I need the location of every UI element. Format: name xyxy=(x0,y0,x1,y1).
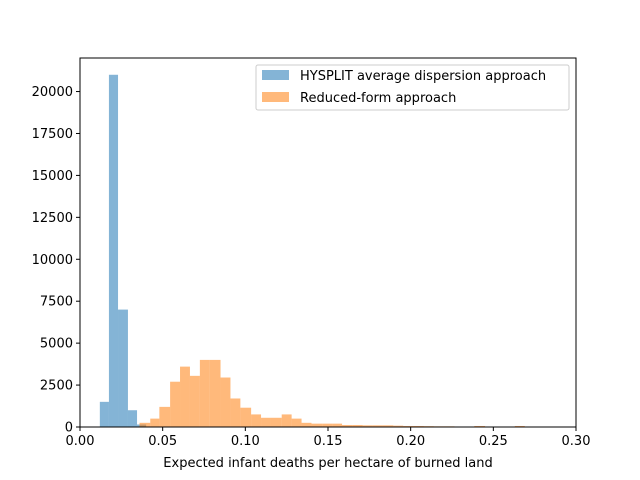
histogram-bar-series-1-bin-13 xyxy=(270,417,282,427)
histogram-bar-series-1-bin-4 xyxy=(180,366,190,427)
histogram-bar-series-1-bin-24 xyxy=(382,425,394,427)
x-tick-label: 0.15 xyxy=(314,434,343,449)
x-tick-label: 0.20 xyxy=(396,434,425,449)
legend: HYSPLIT average dispersion approach Redu… xyxy=(255,64,570,111)
histogram-bar-series-1-bin-6 xyxy=(199,359,210,427)
x-tick-label: 0.00 xyxy=(66,434,95,449)
histogram-bar-series-1-bin-26 xyxy=(403,425,414,427)
histogram-bar-series-1-bin-5 xyxy=(189,375,200,427)
histogram-bar-series-1-bin-15 xyxy=(291,418,302,427)
histogram-bar-series-1-bin-19 xyxy=(332,423,343,427)
histogram-bar-series-1-bin-11 xyxy=(251,414,262,427)
histogram-bar-series-1-bin-12 xyxy=(261,417,271,427)
y-tick-label: 20000 xyxy=(32,85,73,100)
y-tick-label: 17500 xyxy=(32,127,73,142)
histogram-bar-series-1-bin-17 xyxy=(311,423,323,427)
histogram-bar-series-1-bin-18 xyxy=(322,423,333,427)
histogram-bar-series-1-bin-8 xyxy=(220,377,231,427)
histogram-bar-series-1-bin-27 xyxy=(413,425,424,427)
histogram-bar-series-0-bin-0 xyxy=(99,401,109,427)
histogram-bar-series-1-bin-2 xyxy=(159,406,171,427)
histogram-bar-series-1-bin-10 xyxy=(240,407,252,427)
histogram-bar-series-0-bin-2 xyxy=(118,309,128,427)
y-tick-label: 12500 xyxy=(32,211,73,226)
histogram-bar-series-1-bin-21 xyxy=(352,424,363,427)
histogram-bar-series-1-bin-20 xyxy=(342,424,353,427)
histogram-bar-series-1-bin-25 xyxy=(393,425,404,427)
histogram-bar-series-1-bin-0 xyxy=(139,422,151,427)
x-axis-ticks: 0.00 0.05 0.10 0.15 0.20 0.25 0.30 xyxy=(66,427,591,449)
histogram-bar-series-1-bin-33 xyxy=(474,425,486,427)
legend-label-hysplit: HYSPLIT average dispersion approach xyxy=(300,69,546,84)
histogram-bar-series-0-bin-3 xyxy=(127,410,138,427)
histogram-bar-series-1-bin-22 xyxy=(362,425,373,427)
histogram-bar-series-1-bin-7 xyxy=(209,359,221,427)
histogram-bar-series-1-bin-37 xyxy=(514,425,525,427)
histogram-bar-series-1-bin-3 xyxy=(170,381,181,427)
y-tick-label: 10000 xyxy=(32,253,73,268)
histogram-bar-series-1-bin-1 xyxy=(150,418,160,427)
legend-frame xyxy=(255,64,570,111)
y-axis-ticks: 0 2500 5000 7500 10000 12500 15000 17500 20000 xyxy=(32,85,80,436)
x-tick-label: 0.25 xyxy=(479,434,508,449)
x-axis-label: Expected infant deaths per hectare of bu… xyxy=(163,456,492,471)
histogram-bar-series-1-bin-16 xyxy=(301,422,312,427)
y-tick-label: 2500 xyxy=(40,379,73,394)
x-tick-label: 0.10 xyxy=(231,434,260,449)
bars-layer xyxy=(99,74,525,427)
y-tick-label: 5000 xyxy=(40,337,73,352)
legend-swatch-reduced-form xyxy=(262,92,289,102)
x-tick-label: 0.30 xyxy=(562,434,591,449)
histogram-bar-series-0-bin-1 xyxy=(108,74,119,427)
histogram-bar-series-1-bin-14 xyxy=(281,414,292,427)
y-tick-label: 0 xyxy=(65,421,73,436)
legend-label-reduced-form: Reduced-form approach xyxy=(300,91,456,106)
legend-swatch-hysplit xyxy=(262,70,289,80)
x-tick-label: 0.05 xyxy=(148,434,177,449)
histogram-bar-series-1-bin-23 xyxy=(372,425,383,427)
y-tick-label: 7500 xyxy=(40,295,73,310)
y-tick-label: 15000 xyxy=(32,169,73,184)
histogram-bar-series-1-bin-9 xyxy=(230,398,241,427)
